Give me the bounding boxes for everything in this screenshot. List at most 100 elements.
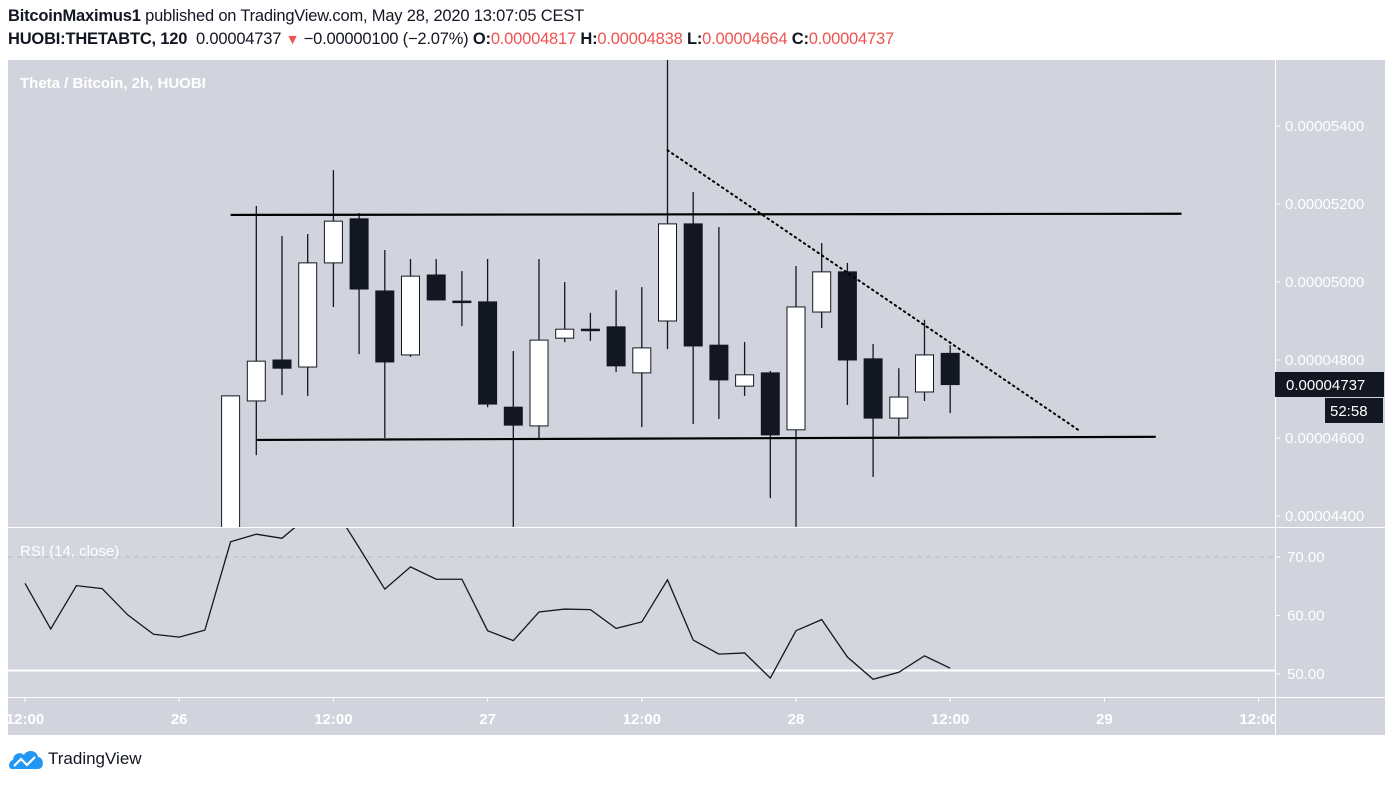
candle-down <box>272 235 292 396</box>
horizontal-trendline[interactable] <box>256 435 1156 442</box>
candle-up <box>555 282 575 343</box>
candle-down <box>580 312 600 341</box>
candle-down <box>452 271 472 327</box>
candle-body <box>349 218 369 290</box>
candle-down <box>760 370 780 499</box>
candle-body <box>735 374 755 387</box>
price-tick-label: 0.00004800 <box>1285 352 1364 369</box>
rsi-tick-label: 70.00 <box>1287 549 1325 566</box>
candle-down <box>709 227 729 419</box>
open-value: 0.00004817 <box>490 30 576 48</box>
axes: 0.00005400 0.00005200 0.00005000 0.00004800… <box>6 118 1364 728</box>
candle-body <box>426 274 446 301</box>
candle-body <box>658 223 677 322</box>
candle-body <box>555 328 575 339</box>
symbol: HUOBI:THETABTC, 120 <box>8 30 188 48</box>
pane-title: Theta / Bitcoin, 2h, HUOBI <box>20 75 206 92</box>
time-tick-label: 12:00 <box>1239 711 1277 728</box>
bar-countdown: 52:58 <box>1330 403 1368 420</box>
rsi-line <box>24 528 951 680</box>
rsi-pane-background <box>8 528 1275 697</box>
candle-down <box>426 258 446 301</box>
symbol-legend: HUOBI:THETABTC, 120 0.00004737 ▼ −0.0000… <box>8 30 894 49</box>
dotted-trendline[interactable] <box>666 149 1080 432</box>
publish-info: BitcoinMaximus1 published on TradingView… <box>8 7 584 26</box>
candle-body <box>683 223 703 347</box>
candle-body <box>298 262 318 368</box>
price-tick-label: 0.00004400 <box>1285 508 1364 525</box>
candle-body <box>529 339 549 427</box>
candle-up <box>323 170 343 307</box>
low-label: L: <box>686 30 703 48</box>
last-price-label: 0.00004737 <box>1286 377 1365 394</box>
candle-up <box>298 234 318 396</box>
rsi-title: RSI (14, close) <box>20 543 119 560</box>
candle-body <box>503 406 523 426</box>
time-tick-label: 29 <box>1096 711 1113 728</box>
candle-down <box>863 344 883 477</box>
time-tick-label: 12:00 <box>314 711 352 728</box>
candle-body <box>606 326 626 367</box>
candle-body <box>401 275 420 356</box>
candle-up <box>221 395 241 527</box>
time-tick-label: 12:00 <box>931 711 969 728</box>
time-tick-label: 28 <box>788 711 805 728</box>
candle-body <box>709 344 729 381</box>
candle-body <box>375 290 395 363</box>
price-tick-label: 0.00004600 <box>1285 430 1364 447</box>
tradingview-cloud-icon <box>9 751 43 769</box>
last-price: 0.00004737 <box>196 30 282 48</box>
candle-body <box>915 354 934 393</box>
candle-down <box>349 212 369 355</box>
candle-body <box>889 396 909 419</box>
low-value: 0.00004664 <box>702 30 788 48</box>
rsi-tick-label: 50.00 <box>1287 666 1325 683</box>
time-tick-label: 26 <box>171 711 188 728</box>
author-name[interactable]: BitcoinMaximus1 <box>8 7 141 25</box>
open-label: O: <box>472 30 491 48</box>
candle-body <box>940 352 960 386</box>
time-tick-label: 12:00 <box>623 711 661 728</box>
time-tick-label: 27 <box>479 711 496 728</box>
horizontal-trendline[interactable] <box>230 212 1182 217</box>
candle-down <box>683 191 703 424</box>
price-tick-label: 0.00005200 <box>1285 196 1364 213</box>
candle-body <box>863 358 883 419</box>
candle-up <box>246 205 266 456</box>
candle-body <box>760 372 780 436</box>
candle-up <box>889 368 909 437</box>
time-tick-label: 12:00 <box>6 711 44 728</box>
candle-up <box>658 60 677 350</box>
rsi-pane <box>8 528 1275 680</box>
price-tick-label: 0.00005000 <box>1285 274 1364 291</box>
high-value: 0.00004838 <box>597 30 683 48</box>
candle-up <box>632 287 652 428</box>
rsi-tick-label: 60.00 <box>1287 608 1325 625</box>
price-pane <box>221 60 1182 527</box>
candle-down <box>606 290 626 373</box>
brand-name: TradingView <box>48 749 142 768</box>
candle-body <box>837 271 857 361</box>
candle-body <box>786 306 806 431</box>
price-tick-label: 0.00005400 <box>1285 118 1364 135</box>
candle-body <box>221 395 241 527</box>
candle-body <box>452 300 472 304</box>
close-label: C: <box>791 30 809 48</box>
candle-up <box>529 258 549 440</box>
candle-body <box>632 347 652 374</box>
candle-body <box>478 301 498 405</box>
close-value: 0.00004737 <box>808 30 894 48</box>
candle-body <box>272 359 292 369</box>
countdown-label-bg <box>1325 398 1383 423</box>
candle-body <box>812 271 832 313</box>
candle-up <box>735 342 755 396</box>
price-change: −0.00000100 (−2.07%) <box>303 30 469 48</box>
published-text: published on TradingView.com, May 28, 20… <box>145 7 584 25</box>
candle-up <box>915 319 934 401</box>
tradingview-logo[interactable]: TradingView <box>8 748 142 770</box>
candle-down <box>478 258 498 408</box>
last-price-label-bg <box>1275 372 1384 397</box>
candle-body <box>323 220 343 264</box>
candle-up <box>401 258 420 357</box>
